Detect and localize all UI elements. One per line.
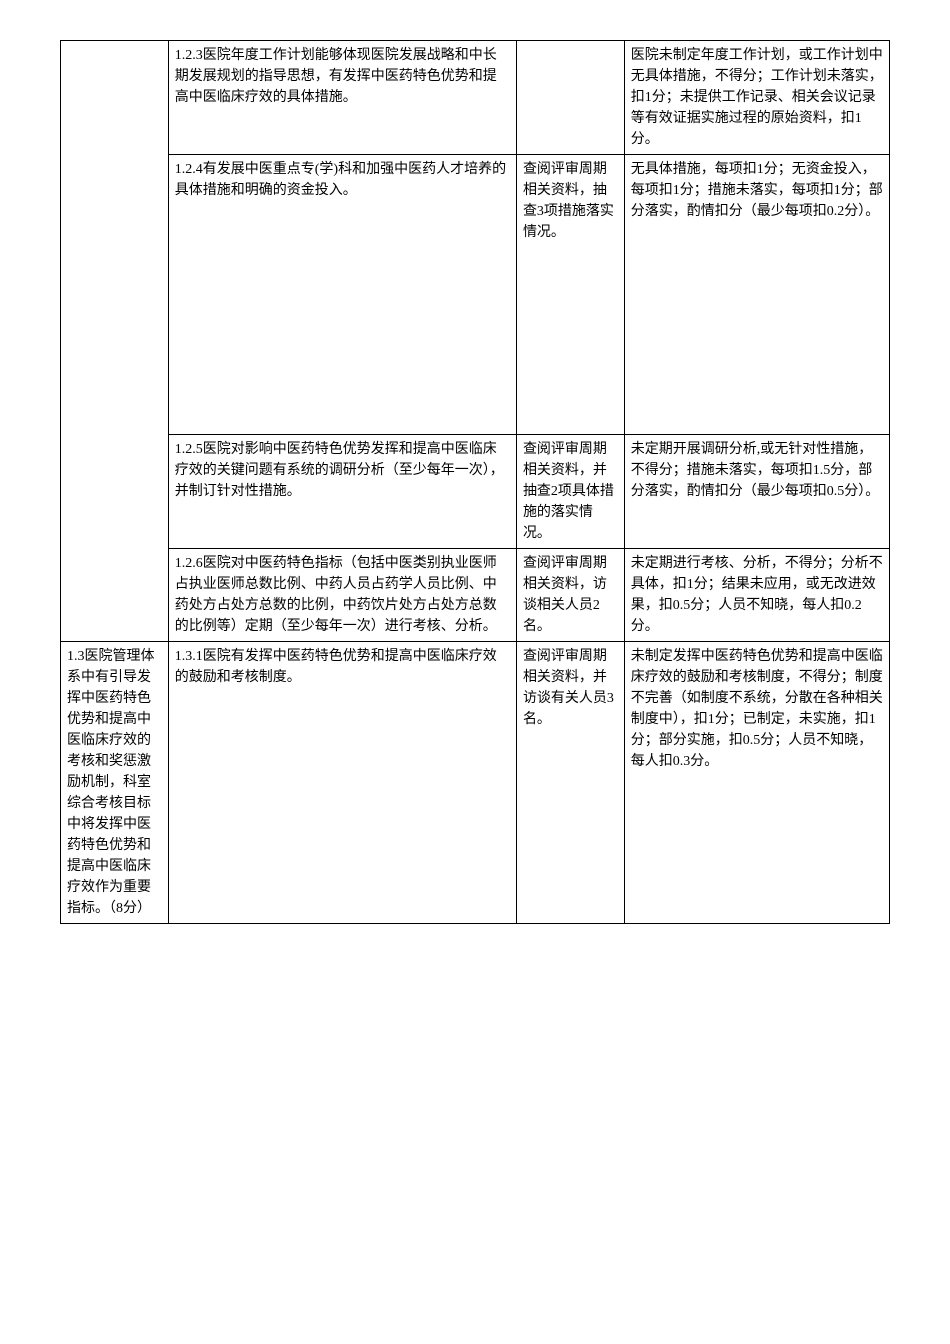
evaluation-table: 1.2.3医院年度工作计划能够体现医院发展战略和中长期发展规划的指导思想，有发挥… [60,40,890,924]
cell-method: 查阅评审周期相关资料，抽查3项措施落实情况。 [516,155,624,435]
cell-category [61,41,169,642]
cell-method: 查阅评审周期相关资料，访谈相关人员2名。 [516,549,624,642]
cell-scoring: 未定期开展调研分析,或无针对性措施，不得分；措施未落实，每项扣1.5分，部分落实… [624,435,889,549]
table-row: 1.2.6医院对中医药特色指标（包括中医类别执业医师占执业医师总数比例、中药人员… [61,549,890,642]
cell-method: 查阅评审周期相关资料，并抽查2项具体措施的落实情况。 [516,435,624,549]
cell-scoring: 未定期进行考核、分析，不得分；分析不具体，扣1分；结果未应用，或无改进效果，扣0… [624,549,889,642]
cell-criteria: 1.2.3医院年度工作计划能够体现医院发展战略和中长期发展规划的指导思想，有发挥… [168,41,516,155]
cell-criteria: 1.2.6医院对中医药特色指标（包括中医类别执业医师占执业医师总数比例、中药人员… [168,549,516,642]
cell-criteria: 1.3.1医院有发挥中医药特色优势和提高中医临床疗效的鼓励和考核制度。 [168,642,516,924]
table-row: 1.2.4有发展中医重点专(学)科和加强中医药人才培养的具体措施和明确的资金投入… [61,155,890,435]
cell-method [516,41,624,155]
cell-criteria: 1.2.5医院对影响中医药特色优势发挥和提高中医临床疗效的关键问题有系统的调研分… [168,435,516,549]
table-row: 1.3医院管理体系中有引导发挥中医药特色优势和提高中医临床疗效的考核和奖惩激励机… [61,642,890,924]
table-row: 1.2.3医院年度工作计划能够体现医院发展战略和中长期发展规划的指导思想，有发挥… [61,41,890,155]
cell-scoring: 未制定发挥中医药特色优势和提高中医临床疗效的鼓励和考核制度，不得分；制度不完善（… [624,642,889,924]
cell-category: 1.3医院管理体系中有引导发挥中医药特色优势和提高中医临床疗效的考核和奖惩激励机… [61,642,169,924]
cell-criteria: 1.2.4有发展中医重点专(学)科和加强中医药人才培养的具体措施和明确的资金投入… [168,155,516,435]
table-row: 1.2.5医院对影响中医药特色优势发挥和提高中医临床疗效的关键问题有系统的调研分… [61,435,890,549]
cell-scoring: 无具体措施，每项扣1分；无资金投入，每项扣1分；措施未落实，每项扣1分；部分落实… [624,155,889,435]
cell-scoring: 医院未制定年度工作计划，或工作计划中无具体措施，不得分；工作计划未落实，扣1分；… [624,41,889,155]
cell-method: 查阅评审周期相关资料，并访谈有关人员3名。 [516,642,624,924]
